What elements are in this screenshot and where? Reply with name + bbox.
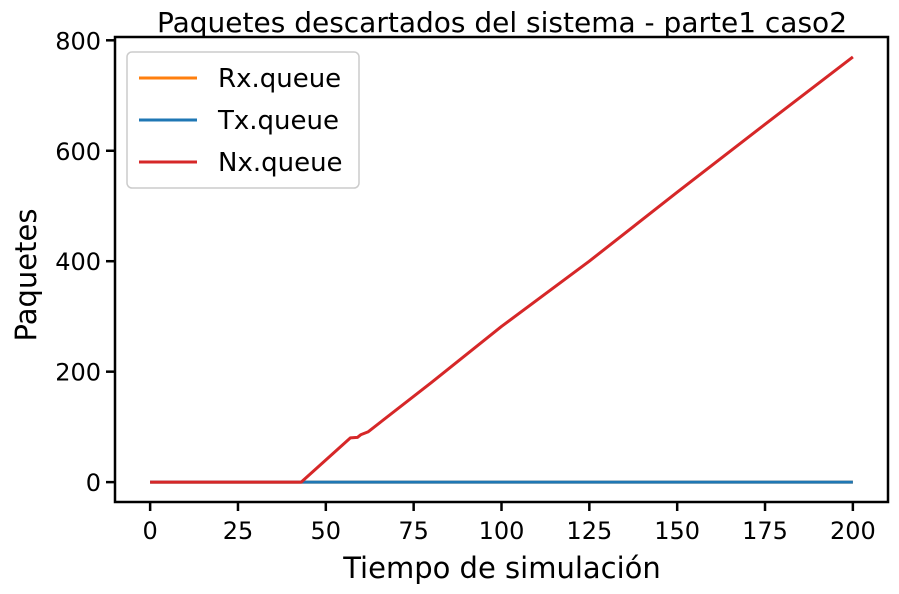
y-tick-label: 200 [55, 359, 101, 387]
x-tick-label: 125 [566, 517, 612, 545]
legend: Rx.queue Tx.queue Nx.queue [126, 51, 360, 189]
legend-label: Rx.queue [218, 64, 341, 94]
legend-box [126, 51, 360, 189]
y-axis-ticks: 0 200 400 600 800 [55, 27, 115, 497]
x-axis-ticks: 0 25 50 75 100 125 150 175 200 [142, 502, 876, 545]
y-tick-label: 0 [86, 469, 101, 497]
y-tick-label: 800 [55, 27, 101, 55]
series-line-nx-queue [150, 55, 854, 484]
x-tick-label: 150 [654, 517, 700, 545]
x-tick-label: 75 [398, 517, 429, 545]
x-axis-label: Tiempo de simulación [342, 551, 661, 585]
x-tick-label: 25 [223, 517, 254, 545]
x-tick-label: 200 [830, 517, 876, 545]
plot-lines [150, 55, 854, 484]
y-tick-label: 600 [55, 138, 101, 166]
legend-label: Tx.queue [217, 106, 339, 136]
plot-frame [113, 35, 890, 504]
legend-label: Nx.queue [218, 148, 343, 178]
x-tick-label: 175 [742, 517, 788, 545]
chart-title: Paquetes descartados del sistema - parte… [157, 6, 847, 39]
x-tick-label: 50 [311, 517, 342, 545]
x-tick-label: 0 [142, 517, 157, 545]
y-tick-label: 400 [55, 248, 101, 276]
y-axis-label: Paquetes [9, 209, 43, 342]
x-tick-label: 100 [479, 517, 525, 545]
